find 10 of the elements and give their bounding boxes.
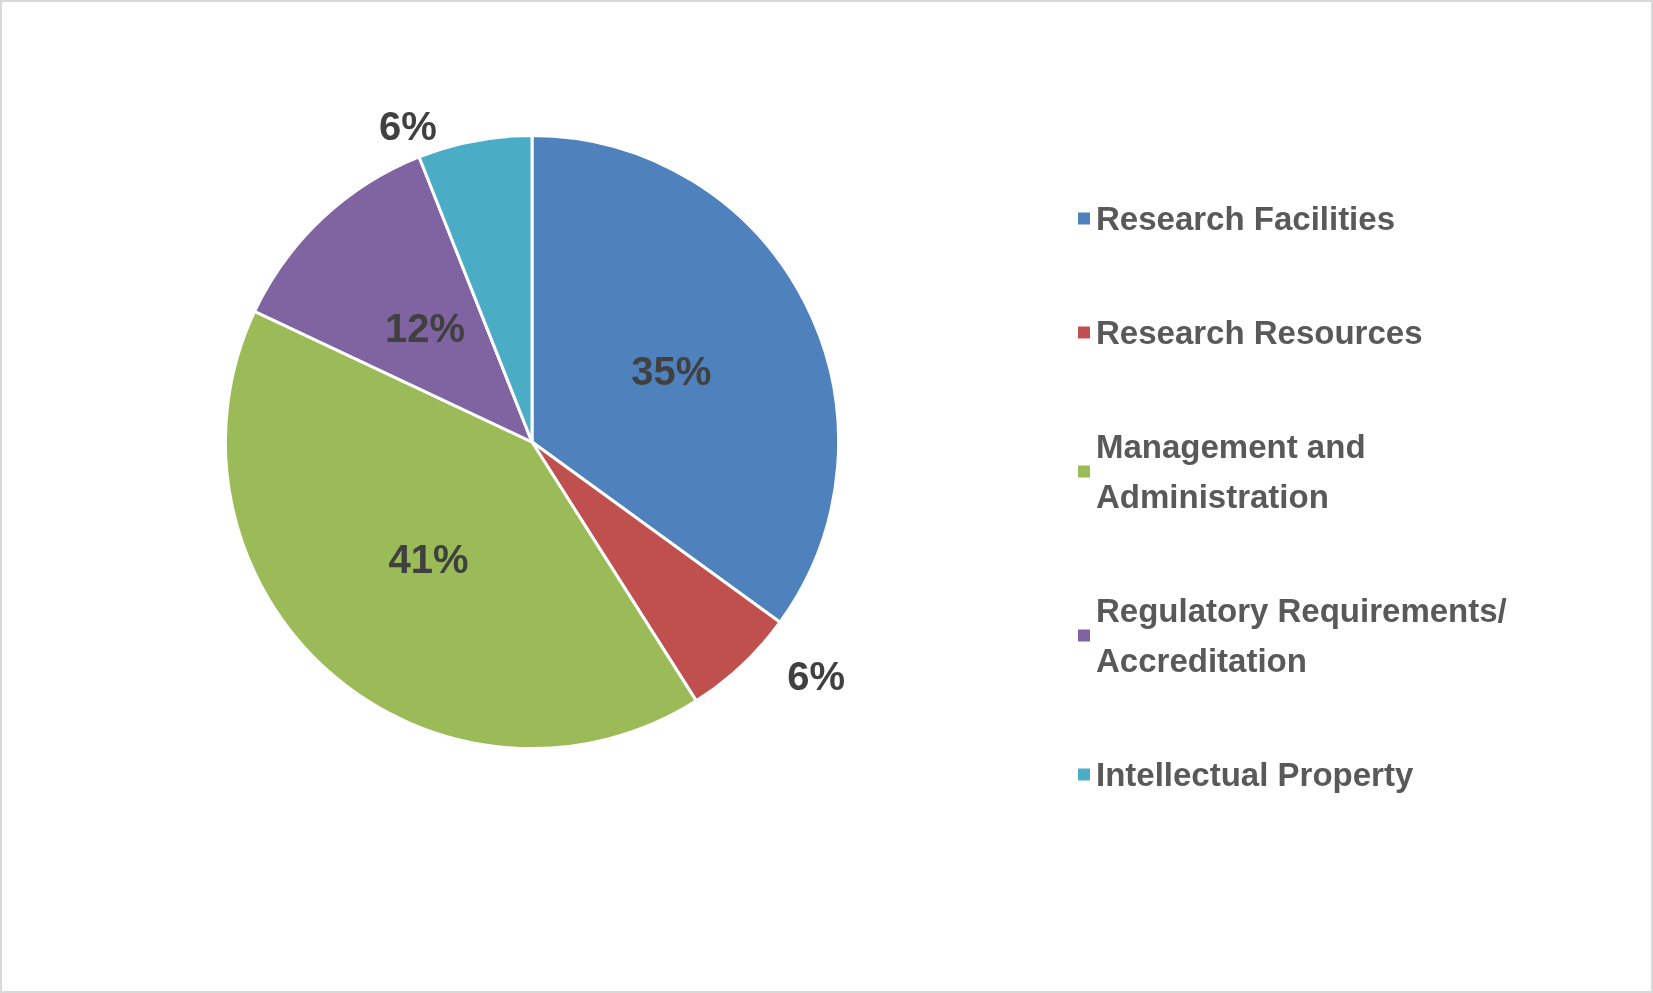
- data-label: 12%: [384, 306, 466, 351]
- legend-label: Research Resources: [1096, 314, 1423, 351]
- data-label: 6%: [378, 104, 437, 149]
- data-label: 6%: [787, 654, 845, 699]
- data-label: 35%: [631, 349, 712, 394]
- legend-label: Research Facilities: [1096, 200, 1395, 237]
- legend-label: Intellectual Property: [1096, 756, 1414, 793]
- legend-label: Management and Administration: [1096, 428, 1375, 515]
- legend-label: Regulatory Requirements/Accreditation: [1096, 592, 1507, 679]
- data-label: 41%: [388, 537, 469, 582]
